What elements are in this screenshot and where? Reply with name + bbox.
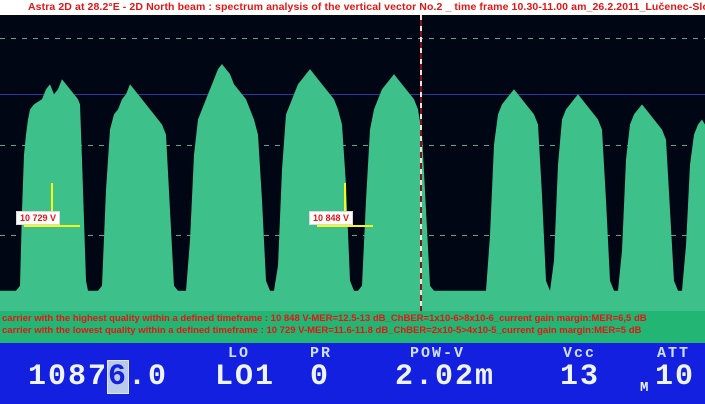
caption-highest-quality: carrier with the highest quality within … bbox=[2, 313, 647, 324]
frequency-display[interactable]: 10876.0 bbox=[28, 361, 168, 393]
marker-stem-10848 bbox=[344, 183, 346, 227]
status-value-row: 10876.0 LO1 0 2.02m 13 M 10 bbox=[0, 361, 705, 403]
frequency-edit-cursor-digit[interactable]: 6 bbox=[108, 360, 129, 394]
value-vcc: 13 bbox=[560, 360, 601, 394]
status-label-row: LO PR POW-V Vcc ATT bbox=[0, 345, 705, 363]
caption-lowest-quality: carrier with the lowest quality within a… bbox=[2, 325, 642, 336]
value-lo[interactable]: LO1 bbox=[215, 360, 276, 394]
gridline-top bbox=[0, 38, 705, 39]
page-title: Astra 2D at 28.2°E - 2D North beam : spe… bbox=[28, 1, 705, 13]
gridline-mid bbox=[0, 145, 705, 146]
receiver-status-bar: LO PR POW-V Vcc ATT 10876.0 LO1 0 2.02m … bbox=[0, 343, 705, 404]
value-pr[interactable]: 0 bbox=[310, 360, 331, 394]
marker-base-10729 bbox=[24, 225, 80, 227]
marker-label-10729[interactable]: 10 729 V bbox=[16, 211, 61, 225]
caption-block: carrier with the highest quality within … bbox=[0, 311, 705, 343]
label-pow: POW-V bbox=[410, 345, 466, 362]
frequency-prefix: 1087 bbox=[28, 360, 109, 394]
scope-plot-area: 10 729 V 10 848 V bbox=[0, 15, 705, 311]
frequency-suffix: .0 bbox=[128, 360, 169, 394]
frequency-cursor-line[interactable] bbox=[420, 15, 422, 311]
title-bar: Astra 2D at 28.2°E - 2D North beam : spe… bbox=[0, 0, 705, 15]
value-att[interactable]: 10 bbox=[655, 360, 696, 394]
spectrum-scope[interactable]: 10 729 V 10 848 V bbox=[0, 15, 705, 311]
label-vcc: Vcc bbox=[563, 345, 597, 362]
marker-stem-10729 bbox=[51, 183, 53, 227]
label-lo: LO bbox=[228, 345, 251, 362]
marker-label-10848[interactable]: 10 848 V bbox=[309, 211, 354, 225]
value-pow: 2.02m bbox=[395, 360, 496, 394]
value-att-unit: M bbox=[640, 380, 649, 396]
marker-base-10848 bbox=[317, 225, 373, 227]
threshold-line bbox=[0, 94, 705, 95]
label-pr: PR bbox=[310, 345, 333, 362]
label-att: ATT bbox=[657, 345, 691, 362]
spectrum-trace bbox=[0, 64, 705, 311]
gridline-lower bbox=[0, 235, 705, 236]
